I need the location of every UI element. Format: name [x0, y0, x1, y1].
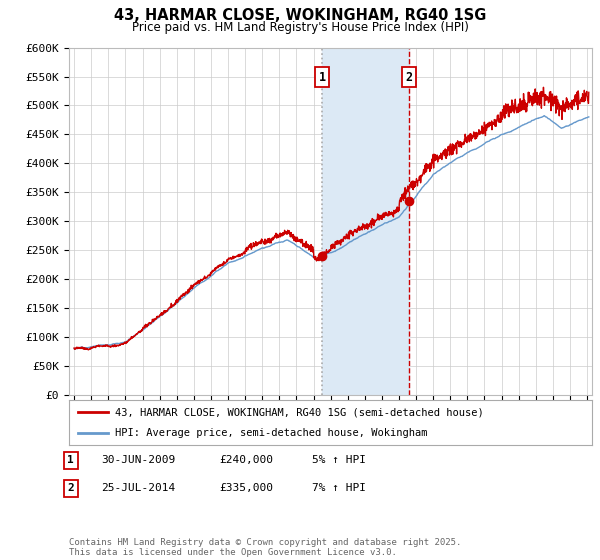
Text: Contains HM Land Registry data © Crown copyright and database right 2025.
This d: Contains HM Land Registry data © Crown c… [69, 538, 461, 557]
Text: 2: 2 [67, 483, 74, 493]
Text: 1: 1 [67, 455, 74, 465]
Text: 43, HARMAR CLOSE, WOKINGHAM, RG40 1SG: 43, HARMAR CLOSE, WOKINGHAM, RG40 1SG [114, 8, 486, 24]
Text: 43, HARMAR CLOSE, WOKINGHAM, RG40 1SG (semi-detached house): 43, HARMAR CLOSE, WOKINGHAM, RG40 1SG (s… [115, 408, 483, 418]
Text: £240,000: £240,000 [219, 455, 273, 465]
Text: 25-JUL-2014: 25-JUL-2014 [101, 483, 175, 493]
Text: HPI: Average price, semi-detached house, Wokingham: HPI: Average price, semi-detached house,… [115, 428, 427, 438]
Bar [322, 48, 409, 395]
Text: 5% ↑ HPI: 5% ↑ HPI [312, 455, 366, 465]
Text: 2: 2 [406, 71, 412, 83]
Text: 1: 1 [319, 71, 326, 83]
Text: Price paid vs. HM Land Registry's House Price Index (HPI): Price paid vs. HM Land Registry's House … [131, 21, 469, 34]
Text: £335,000: £335,000 [219, 483, 273, 493]
Text: 30-JUN-2009: 30-JUN-2009 [101, 455, 175, 465]
Text: 7% ↑ HPI: 7% ↑ HPI [312, 483, 366, 493]
